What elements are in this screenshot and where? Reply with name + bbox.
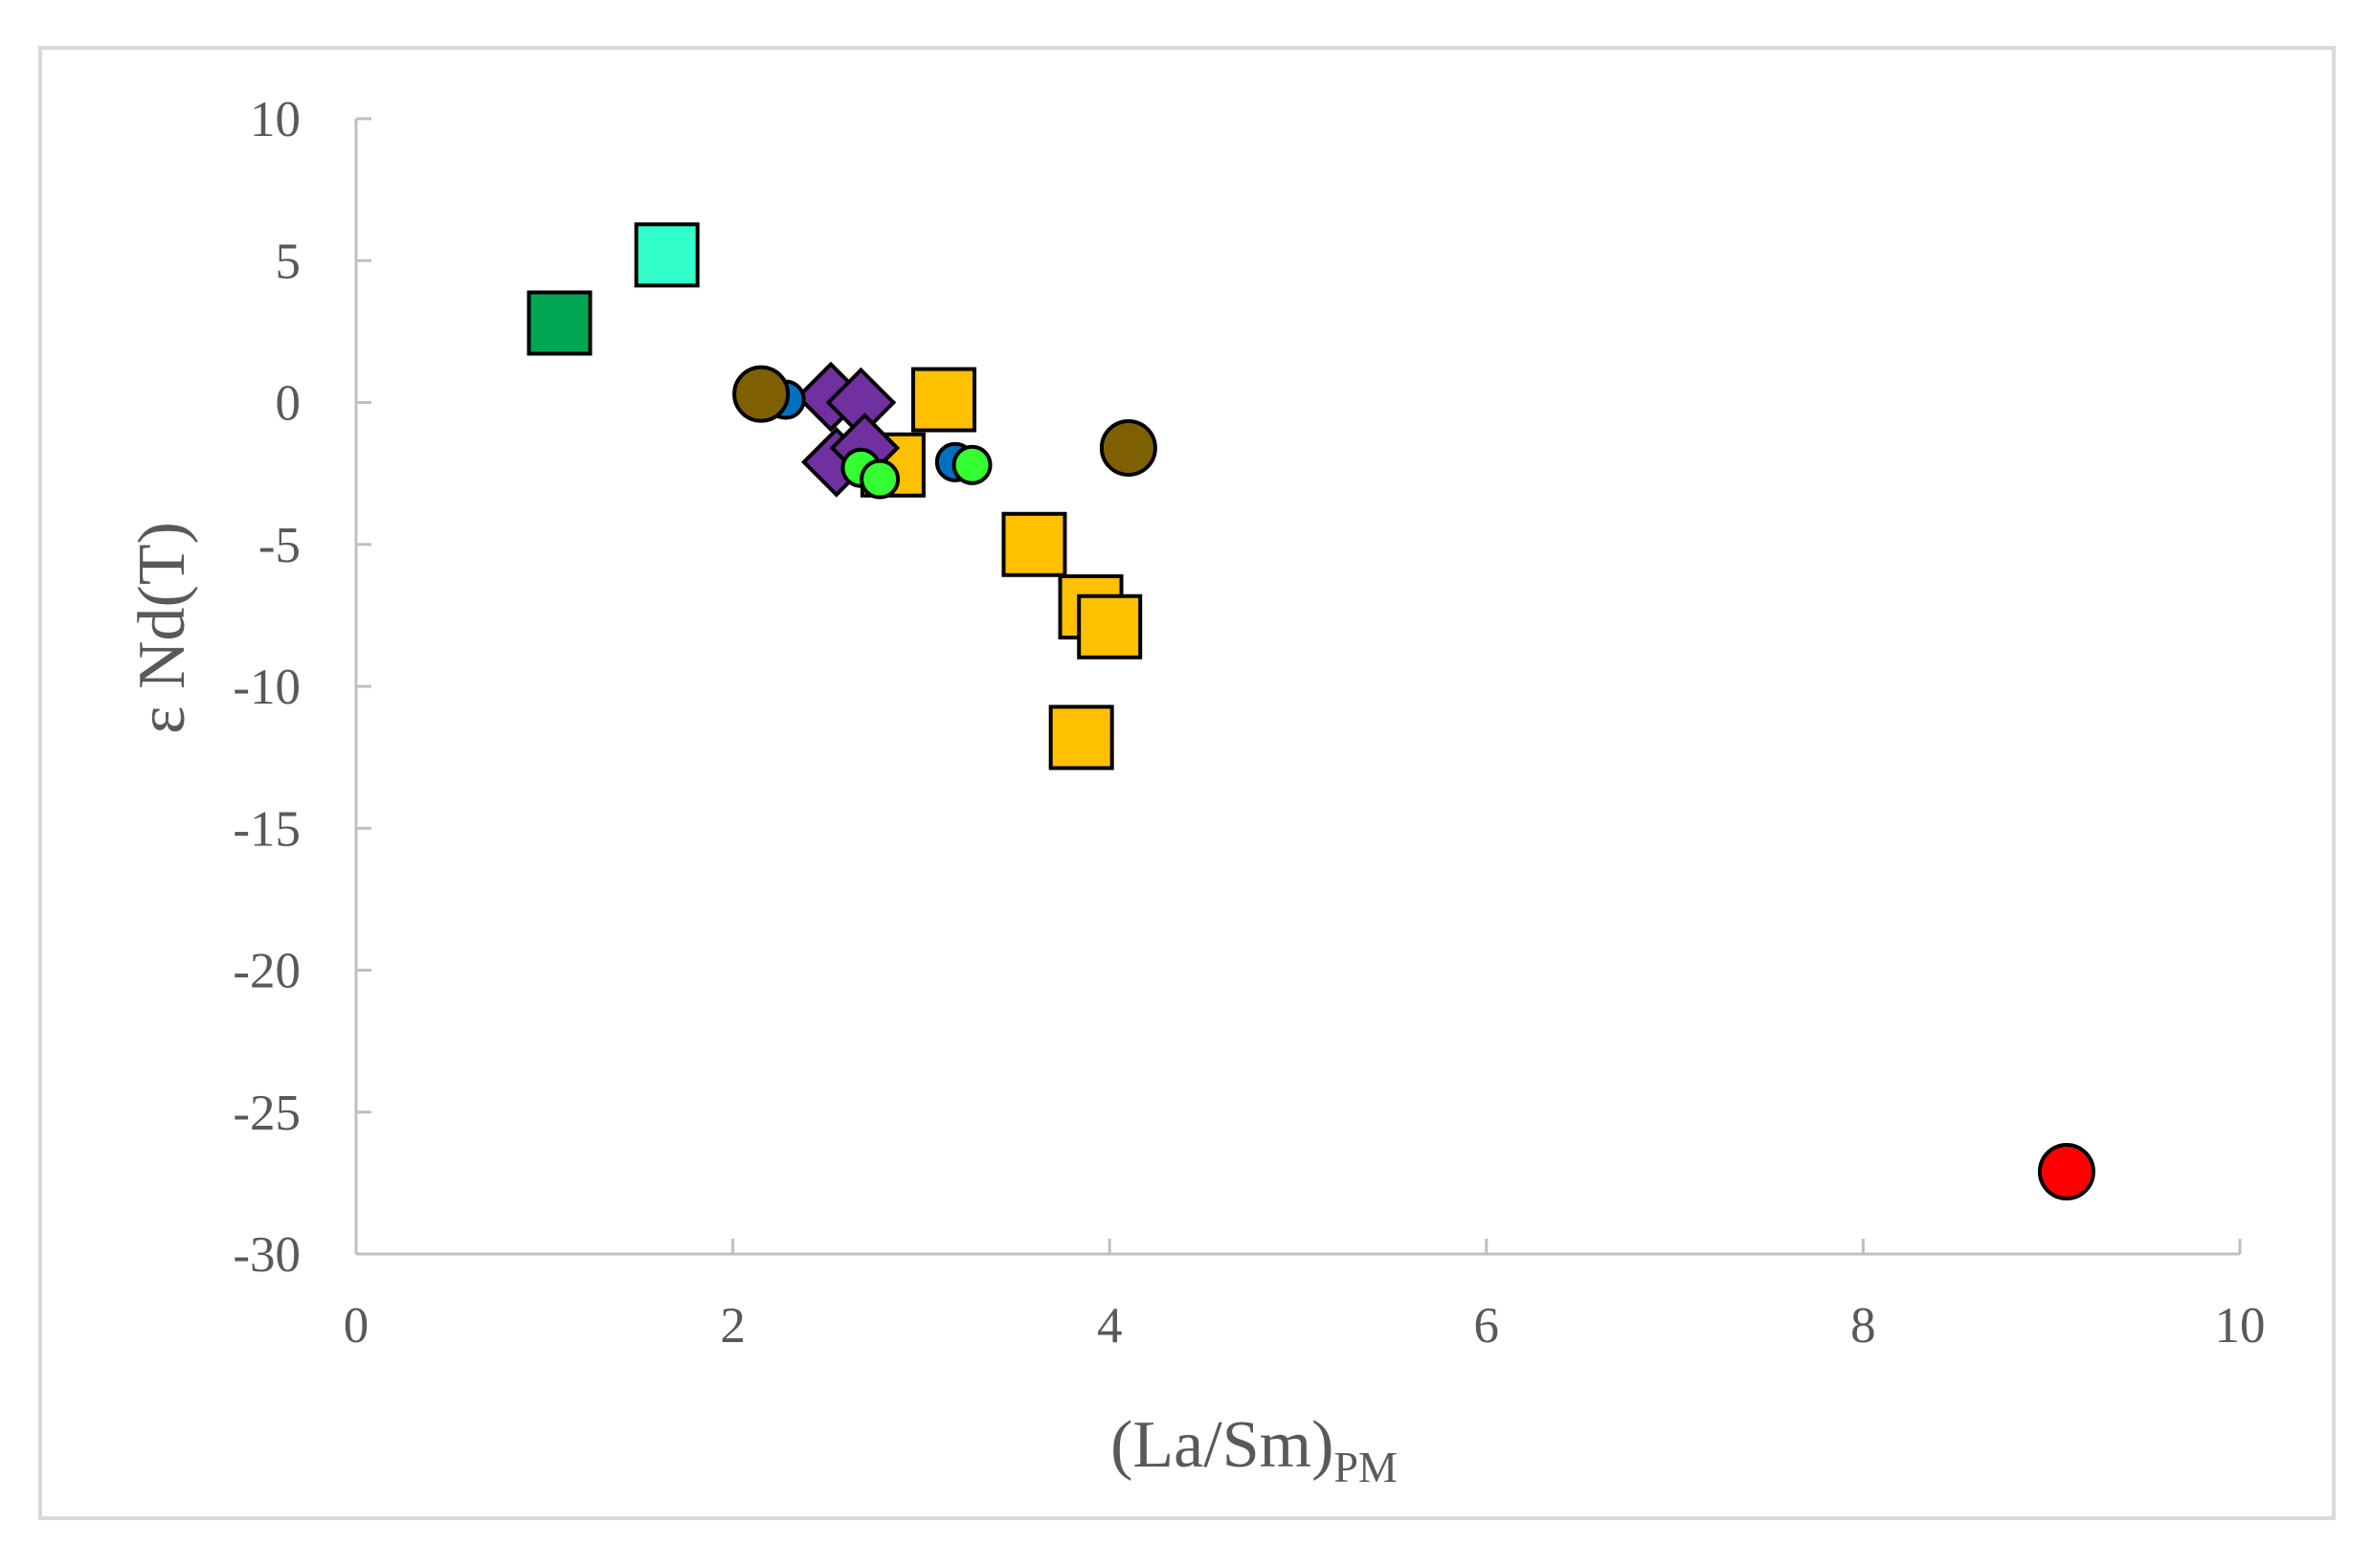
x-axis-title-subscript: PM	[1333, 1443, 1397, 1491]
y-tick-label: -20	[233, 944, 301, 999]
y-tick-label: -30	[233, 1227, 301, 1283]
square-marker	[1077, 594, 1143, 660]
y-tick-label: -15	[233, 801, 301, 857]
x-axis-title-main: (La/Sm)	[1110, 1408, 1333, 1482]
y-axis-title: ε Nd(T)	[125, 522, 199, 734]
circle-marker	[2037, 1143, 2095, 1201]
x-tick-label: 6	[1474, 1298, 1500, 1354]
markers	[526, 222, 2095, 1201]
square-marker	[526, 290, 593, 356]
y-tick-label: -5	[258, 518, 301, 573]
x-tick-label: 2	[720, 1298, 746, 1354]
square-marker	[1001, 511, 1067, 577]
tick-labels: 10 5 0 -5 -10 -15 -20 -25 -30 0 2 4 6 8 10	[233, 92, 2265, 1354]
axes	[354, 117, 2242, 1256]
y-tick-label: 0	[276, 376, 302, 432]
square-marker	[1048, 705, 1114, 771]
circle-marker	[1099, 418, 1157, 477]
circle-marker	[860, 459, 901, 500]
y-tick-label: 5	[276, 234, 302, 289]
x-tick-label: 4	[1097, 1298, 1123, 1354]
x-tick-label: 10	[2215, 1298, 2266, 1354]
x-tick-label: 8	[1850, 1298, 1876, 1354]
y-tick-label: -25	[233, 1086, 301, 1141]
square-marker	[634, 222, 700, 288]
square-marker	[911, 367, 977, 433]
circle-marker	[732, 365, 791, 423]
y-tick-label: 10	[250, 92, 301, 147]
y-tick-label: -10	[233, 660, 301, 715]
x-axis-title: (La/Sm)PM	[1110, 1408, 1398, 1491]
x-tick-label: 0	[344, 1298, 369, 1354]
circle-marker	[951, 444, 993, 485]
chart-frame	[38, 46, 2336, 1520]
